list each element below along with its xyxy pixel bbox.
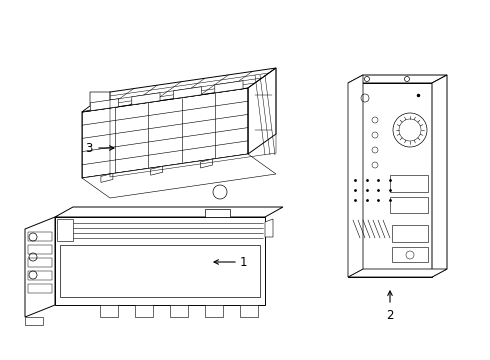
Polygon shape bbox=[57, 219, 73, 241]
Polygon shape bbox=[60, 245, 260, 297]
Polygon shape bbox=[173, 87, 201, 99]
Polygon shape bbox=[25, 217, 55, 317]
Polygon shape bbox=[240, 305, 258, 317]
Text: 2: 2 bbox=[386, 309, 394, 322]
Text: 1: 1 bbox=[240, 256, 247, 269]
Polygon shape bbox=[432, 75, 447, 277]
Polygon shape bbox=[132, 93, 160, 105]
Polygon shape bbox=[25, 317, 43, 325]
Polygon shape bbox=[348, 83, 432, 277]
Polygon shape bbox=[100, 305, 118, 317]
Polygon shape bbox=[200, 159, 213, 168]
Polygon shape bbox=[348, 75, 363, 277]
Polygon shape bbox=[90, 99, 119, 111]
Polygon shape bbox=[215, 81, 243, 93]
Polygon shape bbox=[348, 75, 447, 83]
Polygon shape bbox=[248, 68, 276, 154]
Polygon shape bbox=[348, 269, 447, 277]
Polygon shape bbox=[101, 174, 113, 183]
Polygon shape bbox=[151, 166, 163, 175]
Polygon shape bbox=[170, 305, 188, 317]
Polygon shape bbox=[82, 68, 276, 112]
Polygon shape bbox=[205, 209, 230, 217]
Polygon shape bbox=[205, 305, 223, 317]
Polygon shape bbox=[55, 217, 265, 305]
Polygon shape bbox=[82, 154, 276, 198]
Polygon shape bbox=[82, 88, 248, 178]
Polygon shape bbox=[265, 219, 273, 237]
Text: 3: 3 bbox=[86, 141, 93, 154]
Polygon shape bbox=[55, 207, 283, 217]
Polygon shape bbox=[82, 92, 110, 112]
Polygon shape bbox=[135, 305, 153, 317]
